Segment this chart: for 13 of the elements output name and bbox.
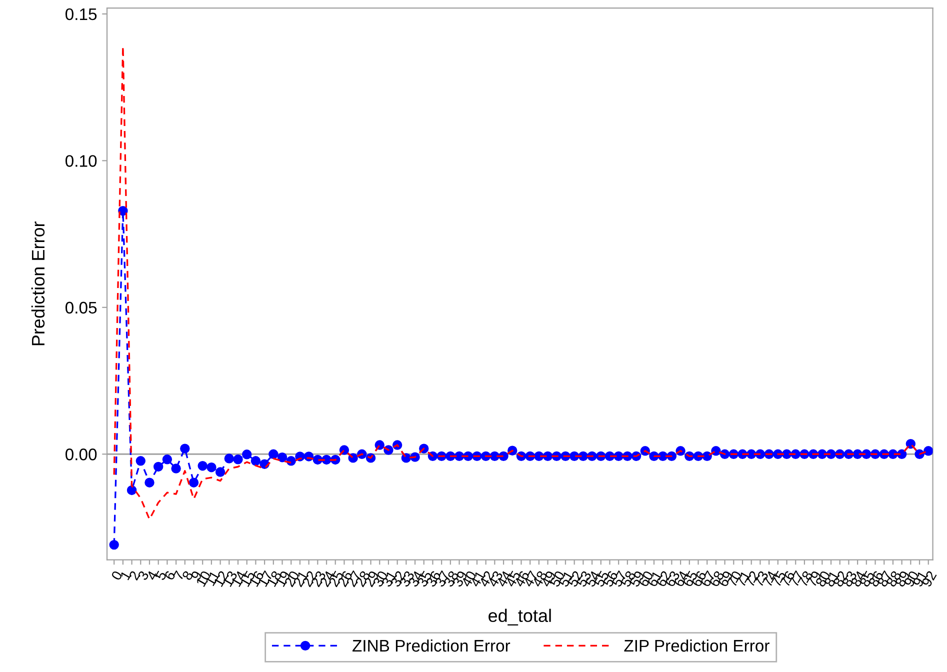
y-tick-label: 0.15 [66,8,97,20]
x-tick-label: 0 [110,570,123,581]
y-tick-label: 0.05 [66,302,97,314]
x-tick-label: 8 [182,570,194,581]
x-tick-label: 1 [120,570,132,580]
x-tick-label: 5 [155,570,167,581]
legend-label: ZIP Prediction Error [624,639,770,652]
legend-label: ZINB Prediction Error [352,639,510,652]
y-tick-label: 0.00 [66,448,97,460]
x-tick-label: 3 [137,570,150,581]
x-axis-title: ed_total [488,608,551,626]
y-tick-label: 0.10 [66,155,97,167]
y-axis-title: Prediction Error [31,222,45,346]
